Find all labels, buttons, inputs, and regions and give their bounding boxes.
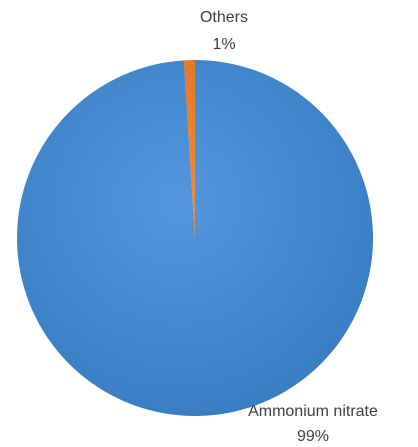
slice-label: Ammonium nitrate <box>248 403 378 420</box>
slice-value-label: 99% <box>297 428 329 445</box>
slice-label: Others <box>200 9 248 26</box>
slice-value-label: 1% <box>212 36 235 53</box>
